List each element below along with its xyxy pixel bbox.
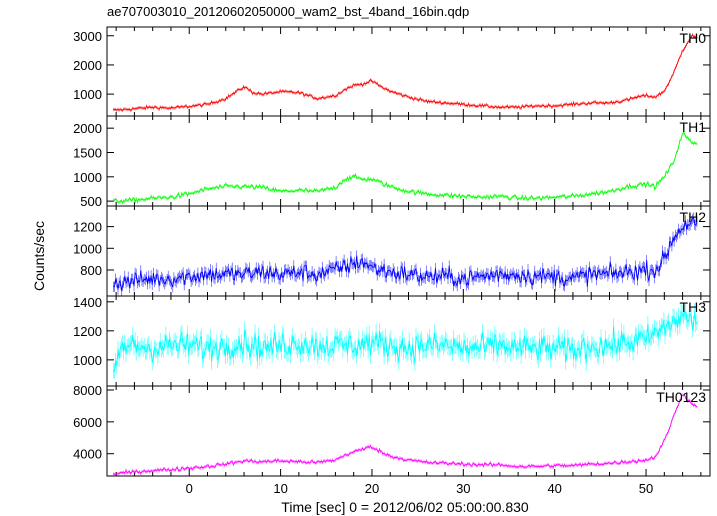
panel-label-th0123: TH0123 — [656, 389, 706, 405]
series-line-th1 — [113, 131, 697, 205]
y-tick-label: 1000 — [73, 241, 102, 256]
panel-label-th2: TH2 — [680, 209, 707, 225]
chart-title: ae707003010_20120602050000_wam2_bst_4ban… — [107, 4, 469, 19]
y-tick-label: 3000 — [73, 29, 102, 44]
y-axis-label: Counts/sec — [31, 221, 47, 291]
x-tick-label: 40 — [547, 481, 561, 496]
y-tick-label: 6000 — [73, 415, 102, 430]
panel-th0123: 4000 6000 8000 TH0123 — [73, 383, 711, 477]
y-tick-label: 1400 — [73, 295, 102, 310]
x-axis-label: Time [sec] 0 = 2012/06/02 05:00:00.830 — [281, 499, 529, 515]
y-tick-label: 1000 — [73, 170, 102, 185]
panel-th1: 500 1000 1500 2000 TH1 — [73, 115, 711, 209]
panel-th3: 1000 1200 1400 TH3 — [73, 295, 711, 387]
series-error-bars-th1 — [113, 130, 698, 205]
panel-label-th3: TH3 — [680, 299, 707, 315]
series-error-bars-th3 — [113, 303, 698, 380]
y-tick-label: 1000 — [73, 87, 102, 102]
x-tick-label: 20 — [365, 481, 379, 496]
x-tick-label: 10 — [273, 481, 287, 496]
series-error-bars-th0123 — [113, 393, 698, 476]
y-tick-label: 8000 — [73, 383, 102, 398]
panel-label-th1: TH1 — [680, 119, 707, 135]
y-tick-label: 800 — [80, 263, 102, 278]
x-tick-label: 50 — [639, 481, 653, 496]
series-error-bars-th0 — [113, 33, 698, 112]
y-tick-label: 2000 — [73, 58, 102, 73]
y-tick-label: 1000 — [73, 353, 102, 368]
y-tick-label: 1200 — [73, 324, 102, 339]
panel-label-th0: TH0 — [680, 30, 707, 46]
y-tick-label: 500 — [80, 194, 102, 209]
series-line-th0123 — [113, 393, 698, 475]
panel-th0: 1000 2000 3000 TH0 — [73, 26, 711, 117]
series-error-bars-th2 — [113, 212, 698, 296]
series-line-th3 — [113, 310, 698, 373]
x-tick-label: 30 — [456, 481, 470, 496]
series-line-th0 — [113, 33, 698, 112]
y-tick-label: 1500 — [73, 145, 102, 160]
y-tick-label: 1200 — [73, 220, 102, 235]
x-tick-label: 0 — [186, 481, 193, 496]
y-tick-label: 4000 — [73, 447, 102, 462]
panel-frame — [106, 205, 711, 297]
y-tick-label: 2000 — [73, 121, 102, 136]
series-line-th2 — [113, 216, 698, 291]
panel-th2: 800 1000 1200 TH2 — [73, 205, 711, 297]
